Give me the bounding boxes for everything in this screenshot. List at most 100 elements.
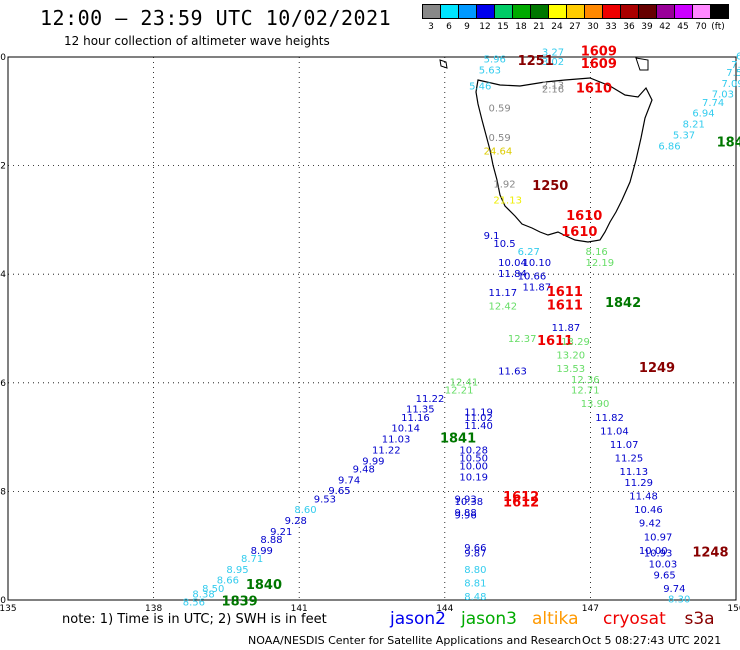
tasmania-coastline: [475, 77, 653, 243]
lon-label: 138: [145, 604, 162, 614]
satellite-jason3: jason3: [461, 609, 517, 629]
legend-unit: (ft): [711, 22, 725, 32]
wave-height-value: 9.42: [639, 519, 661, 530]
wave-height-value: 7.74: [702, 98, 724, 109]
wave-height-value: 12.42: [488, 301, 517, 312]
track-time-label: 1840: [246, 578, 282, 593]
legend-label: 45: [677, 22, 689, 32]
wave-height-value: 24.64: [484, 147, 513, 158]
lat-label: -44: [0, 270, 6, 280]
footnote: note: 1) Time is in UTC; 2) SWH is in fe…: [62, 612, 327, 627]
track-time-label: 1611: [547, 298, 583, 313]
wave-height-value: 7.12: [731, 60, 740, 71]
track-time-label: 1609: [581, 44, 617, 59]
legend-label: 33: [605, 22, 617, 32]
track-time-label: 1609: [581, 57, 617, 72]
track-time-label: 1839: [222, 594, 258, 609]
wave-height-value: 7.09: [721, 79, 740, 90]
wave-height-value: 9.53: [314, 494, 336, 505]
wave-height-value: 11.02: [464, 413, 493, 424]
satellite-jason2: jason2: [390, 609, 446, 629]
wave-height-value: 11.84: [498, 269, 527, 280]
wave-height-value: 10.00: [639, 546, 668, 557]
track-time-label: 1249: [639, 361, 675, 376]
lon-label: 150: [727, 604, 740, 614]
wave-height-value: 2.16: [542, 84, 564, 95]
lat-label: -42: [0, 162, 6, 172]
wave-height-value: 11.25: [615, 454, 644, 465]
wave-height-value: 8.21: [683, 120, 705, 131]
wave-height-value: 9.65: [653, 570, 675, 581]
wave-height-value: 10.66: [518, 272, 547, 283]
wave-height-value: 10.5: [493, 239, 515, 250]
wave-height-value: 10.03: [649, 559, 678, 570]
wave-height-value: 12.36: [571, 375, 600, 386]
legend-label: 39: [641, 22, 653, 32]
lon-label: 147: [582, 604, 599, 614]
wave-height-value: 10.14: [391, 424, 420, 435]
wave-height-value: 6.27: [518, 247, 540, 258]
wave-height-value: 10.50: [459, 454, 488, 465]
wave-height-value: 8.81: [464, 578, 486, 589]
legend-label: 27: [569, 22, 581, 32]
legend-label: 70: [695, 22, 707, 32]
lat-label: -40: [0, 53, 6, 63]
wave-height-value: 13.53: [556, 364, 585, 375]
wave-height-value: 11.48: [629, 492, 658, 503]
wave-height-value: 10.28: [459, 445, 488, 456]
track-time-label: 1251: [518, 54, 554, 69]
wave-height-value: 8.48: [464, 592, 486, 603]
wave-height-value: 9.87: [464, 549, 486, 560]
wave-height-value: 12.21: [445, 386, 474, 397]
wave-height-value: 8.71: [241, 554, 263, 565]
wave-height-value: 11.16: [401, 413, 430, 424]
wave-height-value: 9.93: [455, 494, 477, 505]
wave-height-value: 3.27: [542, 47, 564, 58]
wave-height-value: 2.13: [542, 80, 564, 91]
legend-label: 15: [497, 22, 509, 32]
wave-height-value: 11.17: [488, 288, 517, 299]
track-time-label: 1610: [576, 81, 612, 96]
wave-height-value: 9.88: [455, 508, 477, 519]
wave-height-value: 5.37: [673, 130, 695, 141]
wave-height-value: 10.46: [634, 505, 663, 516]
legend-label: 42: [659, 22, 671, 32]
lat-label: -48: [0, 487, 6, 497]
track-time-label: 1612: [503, 496, 539, 511]
wave-height-value: 9.21: [270, 527, 292, 538]
wave-height-value: 8.56: [183, 597, 205, 608]
track-time-label: 1248: [692, 546, 728, 561]
wave-height-value: 5.63: [479, 65, 501, 76]
wave-height-value: 10.00: [459, 462, 488, 473]
wave-height-value: 8.16: [586, 247, 608, 258]
wave-height-value: 0.59: [488, 103, 510, 114]
wave-height-value: 8.95: [226, 565, 248, 576]
legend-label: 24: [551, 22, 563, 32]
track-time-label: 1841: [440, 432, 476, 447]
flinders-island: [635, 57, 649, 71]
wave-height-value: 10.10: [522, 258, 551, 269]
wave-height-value: 6.86: [658, 141, 680, 152]
wave-height-value: 5.96: [484, 54, 506, 65]
wave-height-value: 9.74: [663, 584, 685, 595]
wave-height-value: 12.19: [586, 258, 615, 269]
satellite-altika: altika: [532, 609, 579, 629]
wave-height-value: 8.50: [202, 584, 224, 595]
wave-height-value: 21.13: [493, 196, 522, 207]
wave-height-value: 10.93: [644, 549, 673, 560]
wave-height-value: 8.99: [251, 546, 273, 557]
wave-height-value: 10.97: [644, 532, 673, 543]
wave-height-value: 13.90: [581, 399, 610, 410]
map-title: 12:00 – 23:59 UTC 10/02/2021: [40, 6, 392, 30]
wave-height-value: 11.19: [464, 407, 493, 418]
wave-height-value: 13.20: [556, 350, 585, 361]
wave-height-value: 11.63: [498, 367, 527, 378]
wave-height-value: 11.35: [406, 405, 435, 416]
lat-label: -50: [0, 596, 6, 606]
track-time-label: 1610: [561, 225, 597, 240]
map-frame: [7, 56, 737, 601]
track-time-label: 1611: [547, 285, 583, 300]
wave-height-value: 11.87: [552, 323, 581, 334]
wave-height-value: 9.99: [362, 456, 384, 467]
